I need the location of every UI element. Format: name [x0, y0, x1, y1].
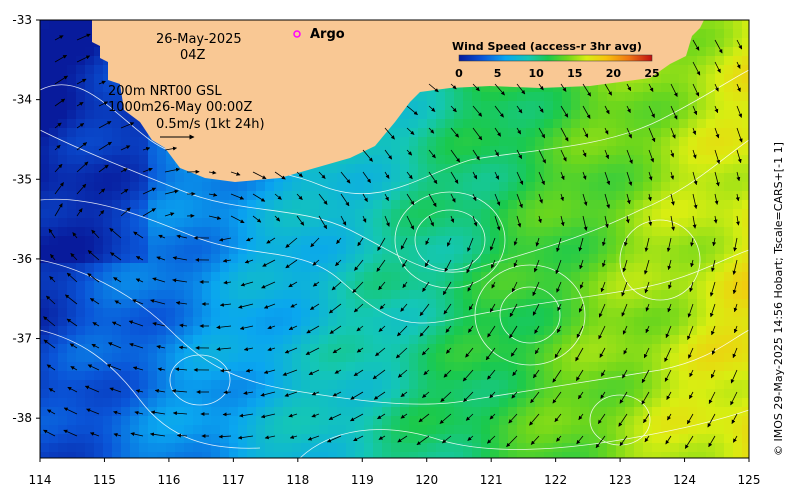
longitude-axis: 114 115 116 117 118 119 120 121 122 123 124 125 — [29, 458, 761, 487]
lat-tick-label: -38 — [12, 411, 32, 425]
time-label: 04Z — [180, 48, 206, 63]
lat-tick-label: -36 — [12, 252, 32, 266]
current-vectors — [43, 33, 743, 449]
colorbar-tick-label: 5 — [494, 67, 502, 80]
lat-tick-label: -35 — [12, 172, 32, 186]
lon-tick-label: 117 — [222, 473, 245, 487]
lon-tick-label: 123 — [609, 473, 632, 487]
map-annotations: 26-May-2025 04Z 200m NRT00 GSL 1000m26-M… — [108, 27, 345, 140]
lon-tick-label: 125 — [738, 473, 761, 487]
lon-tick-label: 124 — [673, 473, 696, 487]
lon-tick-label: 120 — [415, 473, 438, 487]
lon-tick-label: 119 — [351, 473, 374, 487]
argo-label: Argo — [310, 27, 345, 42]
colorbar-tick-label: 20 — [606, 67, 622, 80]
date-label: 26-May-2025 — [156, 32, 242, 47]
colorbar-tick-label: 15 — [567, 67, 582, 80]
colorbar-tick-label: 0 — [455, 67, 463, 80]
lon-tick-label: 116 — [157, 473, 180, 487]
plot-area — [40, 20, 749, 458]
plot-frame — [39, 19, 750, 459]
lat-tick-label: -33 — [12, 13, 32, 27]
wind-speed-colorbar: Wind Speed (access-r 3hr avg) 0 5 10 15 20 25 — [452, 40, 660, 80]
colorbar-tick-label: 25 — [644, 67, 659, 80]
argo-float-marker — [293, 30, 301, 38]
lon-tick-label: 114 — [29, 473, 52, 487]
colorbar-tick-label: 10 — [529, 67, 545, 80]
lat-tick-label: -37 — [12, 332, 32, 346]
vector-scale-label: 0.5m/s (1kt 24h) — [156, 117, 265, 132]
lon-tick-label: 121 — [480, 473, 503, 487]
colorbar-title: Wind Speed (access-r 3hr avg) — [452, 40, 642, 53]
colorbar-gradient — [458, 54, 653, 62]
latitude-axis: -33 -34 -35 -36 -37 -38 — [12, 13, 40, 425]
depth-label-1000m: 1000m26-May 00:00Z — [108, 100, 252, 115]
temperature-contours — [40, 69, 749, 458]
lon-tick-label: 115 — [93, 473, 116, 487]
credit-text: © IMOS 29-May-2025 14:56 Hobart; Tscale=… — [772, 142, 785, 456]
lon-tick-label: 118 — [286, 473, 309, 487]
depth-label-200m: 200m NRT00 GSL — [108, 84, 222, 99]
lon-tick-label: 122 — [544, 473, 567, 487]
lat-tick-label: -34 — [12, 93, 32, 107]
colorbar-ticks: 0 5 10 15 20 25 — [455, 67, 659, 80]
